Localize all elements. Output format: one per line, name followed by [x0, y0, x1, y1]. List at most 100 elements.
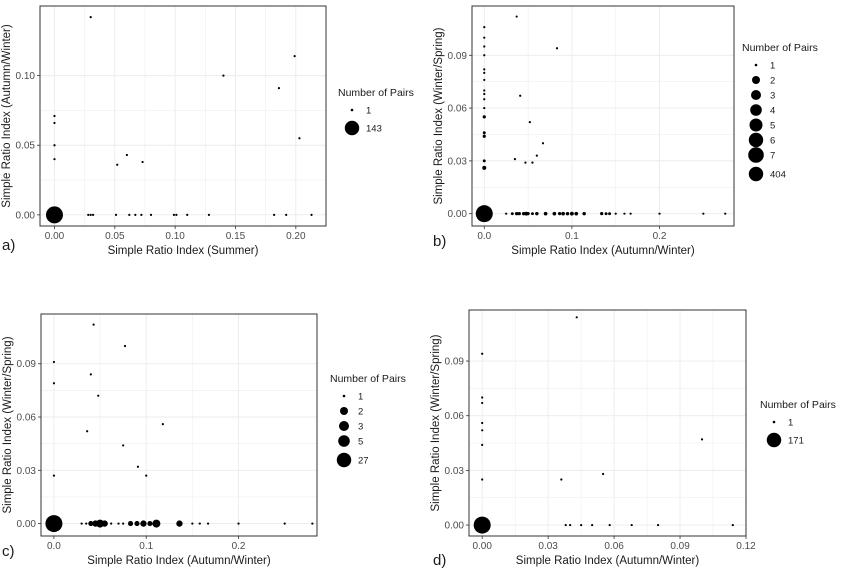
- legend-key: [336, 452, 352, 468]
- x-tick-label: 0.15: [226, 231, 246, 242]
- data-point: [283, 522, 286, 525]
- data-point: [483, 36, 486, 39]
- data-point: [136, 465, 140, 468]
- data-point: [700, 438, 704, 441]
- legend-entry-label: 7: [770, 151, 775, 162]
- data-point: [526, 212, 530, 216]
- y-tick-label: 0.03: [17, 466, 37, 477]
- data-point: [574, 211, 579, 216]
- data-point: [114, 213, 118, 216]
- data-point: [608, 212, 612, 216]
- data-point: [575, 316, 578, 319]
- data-point: [558, 212, 562, 216]
- data-point: [147, 521, 153, 527]
- y-tick-label: 0.00: [17, 519, 37, 530]
- legend-entry-label: 143: [366, 124, 382, 135]
- data-point: [101, 520, 108, 527]
- data-point: [561, 211, 565, 216]
- panel-label: c): [2, 543, 15, 560]
- x-tick-label: 0.1: [139, 541, 153, 552]
- plot-area: [469, 310, 746, 536]
- legend: Number of Pairs 1 143: [338, 87, 414, 136]
- data-point: [52, 382, 56, 385]
- data-point: [483, 98, 486, 101]
- data-point: [656, 523, 660, 527]
- data-point: [515, 15, 518, 18]
- data-point: [569, 523, 572, 527]
- legend-key: [748, 147, 764, 163]
- data-point: [535, 211, 539, 216]
- legend-entry-label: 171: [788, 436, 804, 447]
- data-point: [145, 474, 148, 477]
- legend-key: [339, 421, 349, 431]
- data-point: [96, 519, 105, 528]
- data-point: [482, 131, 486, 135]
- legend-key: [772, 420, 776, 424]
- y-axis-label: Simple Ratio Index (Autumn/Winter): [1, 24, 13, 208]
- data-point: [528, 121, 531, 124]
- plot-area: [41, 314, 317, 536]
- data-point: [237, 522, 240, 525]
- data-point: [560, 478, 563, 481]
- legend-key: [766, 432, 782, 448]
- data-point: [481, 429, 484, 432]
- x-tick-label: 0.1: [565, 231, 579, 242]
- x-axis-label: Simple Ratio Index (Summer): [108, 245, 259, 257]
- legend-key: [751, 90, 761, 100]
- data-point: [629, 212, 632, 215]
- x-tick-label: 0.06: [604, 541, 624, 552]
- data-point: [483, 71, 486, 74]
- data-point: [481, 421, 484, 425]
- y-axis-label: Simple Ratio Index (Winter/Spring): [433, 27, 445, 204]
- legend-entry-label: 4: [770, 106, 775, 117]
- data-point: [175, 213, 178, 216]
- data-point: [552, 211, 557, 216]
- legend-key: [754, 63, 758, 67]
- data-point: [724, 212, 727, 215]
- data-point: [483, 92, 486, 96]
- data-point: [89, 213, 92, 216]
- legend-entry-label: 2: [770, 76, 775, 87]
- data-point: [134, 521, 140, 527]
- y-tick-label: 0.06: [448, 104, 468, 115]
- x-axis-label: Simple Ratio Index (Autumn/Winter): [511, 245, 695, 257]
- legend-entry-label: 3: [770, 91, 775, 102]
- data-point: [85, 522, 88, 525]
- y-tick-label: 0.09: [448, 51, 468, 62]
- y-tick-label: 0.09: [17, 359, 37, 370]
- data-point: [543, 211, 548, 216]
- x-axis-label: Simple Ratio Index (Autumn/Winter): [87, 555, 271, 567]
- data-point: [52, 360, 56, 364]
- legend-key: [748, 132, 764, 148]
- y-tick-label: 0.03: [448, 156, 468, 167]
- data-point: [80, 522, 83, 525]
- plot-area: [40, 6, 326, 226]
- data-point: [122, 444, 125, 447]
- data-point: [521, 211, 526, 216]
- data-point: [140, 213, 143, 216]
- data-point: [481, 443, 484, 446]
- data-point: [53, 144, 56, 147]
- legend-entry-label: 3: [358, 422, 363, 433]
- legend-entry-label: 1: [358, 392, 363, 403]
- data-point: [128, 213, 131, 216]
- data-point: [86, 430, 89, 433]
- y-tick-label: 0.09: [445, 357, 465, 368]
- legend-key: [750, 104, 762, 116]
- data-point: [483, 68, 486, 71]
- legend-entry-label: 27: [358, 456, 369, 467]
- data-point: [513, 158, 517, 161]
- data-point: [510, 212, 514, 216]
- legend-key: [338, 435, 350, 447]
- data-point: [524, 161, 527, 164]
- legend: Number of Pairs 1 2 3 5 27: [330, 373, 406, 468]
- data-point: [564, 523, 567, 527]
- y-tick-label: 0.06: [445, 411, 465, 422]
- data-point: [482, 165, 487, 170]
- data-point: [125, 153, 128, 157]
- data-point: [517, 212, 521, 216]
- data-point: [519, 94, 522, 97]
- data-point: [604, 212, 608, 216]
- data-point: [273, 213, 276, 216]
- panel-label: d): [433, 552, 446, 569]
